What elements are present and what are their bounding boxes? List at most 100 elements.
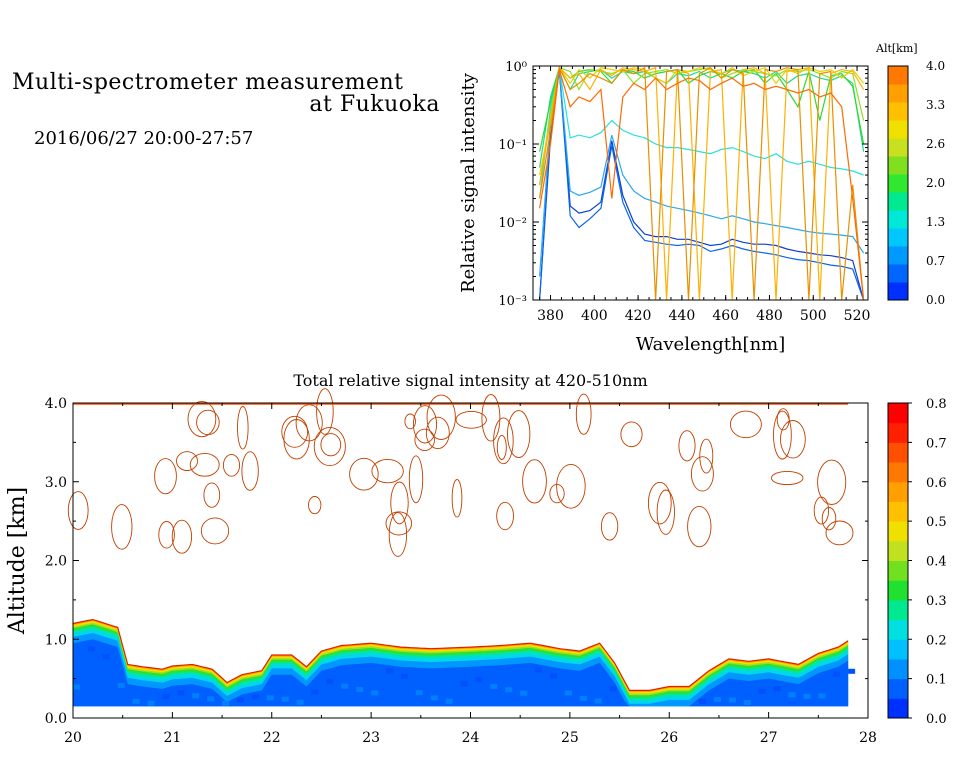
cloud-contour [241, 451, 259, 491]
colorbar-swatch [888, 639, 908, 660]
x-tick-label: 500 [800, 308, 827, 324]
y-tick-label: 10⁰ [505, 60, 527, 75]
x-tick-label: 26 [660, 730, 678, 746]
intensity-patch [475, 677, 483, 683]
intensity-patch [386, 668, 394, 674]
colorbar-swatch [888, 540, 908, 561]
intensity-patch [162, 694, 170, 700]
x-tick-label: 440 [669, 308, 696, 324]
colorbar-swatch [888, 580, 908, 601]
intensity-colorbar: 0.0 0.1 0.2 0.3 0.4 0.5 0.6 0.7 0.8 [887, 397, 947, 727]
intensity-patch [311, 689, 319, 695]
intensity-patch [251, 694, 259, 700]
date-range-label: 2016/06/27 20:00-27:57 [34, 128, 254, 149]
cloud-contour [817, 459, 847, 505]
colorbar-swatch [888, 228, 908, 247]
cloud-contour [773, 410, 792, 460]
cloud-contour [678, 430, 696, 462]
colorbar-swatch [888, 501, 908, 522]
intensity-patch [371, 690, 379, 696]
intensity-patch [773, 686, 781, 692]
y-tick-label: 3.0 [45, 475, 67, 491]
cloud-contour [647, 481, 672, 525]
y-tick-label: 10⁻¹ [498, 138, 527, 153]
spectrum-series-line [539, 69, 865, 300]
cloud-contour [320, 433, 342, 457]
colorbar-tick-label: 3.3 [926, 98, 945, 112]
colorbar-swatch [888, 403, 908, 424]
intensity-patch [460, 681, 468, 687]
cloud-contour [222, 453, 241, 477]
x-tick-label: 28 [859, 730, 877, 746]
cloud-contour [813, 496, 830, 525]
colorbar-swatch [888, 599, 908, 621]
intensity-patch [594, 698, 602, 704]
y-tick-label: 0.0 [45, 711, 67, 727]
colorbar-swatch [888, 560, 908, 581]
spectrum-series-line [539, 68, 865, 277]
x-tick-label: 21 [163, 730, 181, 746]
colorbar-swatch [888, 658, 908, 680]
x-tick-label: 25 [561, 730, 579, 746]
cloud-contour [425, 416, 450, 450]
intensity-patch [743, 700, 751, 706]
cloud-contour [493, 417, 514, 465]
intensity-patch [803, 693, 811, 699]
x-tick-label: 22 [263, 730, 281, 746]
colorbar-swatch [888, 120, 908, 139]
cloud-contour [575, 393, 592, 435]
boundary-layer-fill [73, 619, 856, 707]
intensity-patch [132, 698, 140, 704]
colorbar-swatch [888, 138, 908, 157]
intensity-patch [73, 684, 80, 690]
colorbar-swatch [888, 619, 908, 640]
colorbar-tick-label: 2.6 [926, 137, 945, 151]
colorbar-swatch [888, 282, 908, 301]
intensity-patch [341, 683, 349, 689]
intensity-patch [520, 690, 528, 696]
cloud-contour [203, 482, 221, 508]
cloud-contour [308, 496, 322, 515]
intensity-heatmap-chart: 20 21 22 23 24 25 26 27 28 0.0 1.0 2.0 3.0 4.0 Total r… [5, 371, 877, 746]
x-axis-label: Wavelength[nm] [636, 334, 786, 355]
intensity-patch [222, 700, 230, 706]
cloud-contour [388, 512, 408, 557]
boundary-layer-outline [72, 618, 849, 691]
cloud-contour [600, 512, 619, 541]
cloud-contour [414, 428, 435, 452]
colorbar-tick-label: 0.7 [926, 436, 947, 451]
colorbar-swatch [888, 462, 908, 483]
spectrum-series-line [539, 69, 865, 300]
x-tick-label: 380 [537, 308, 564, 324]
cloud-contour [313, 426, 346, 467]
intensity-patch [207, 696, 215, 702]
colorbar-title: Alt[km] [875, 42, 918, 55]
colorbar-tick-label: 0.1 [926, 673, 947, 688]
colorbar-tick-label: 0.0 [926, 712, 947, 727]
y-axis-label: Relative signal intensity [458, 72, 479, 293]
cloud-contour [507, 410, 531, 459]
y-tick-label: 2.0 [45, 554, 67, 570]
y-tick-label: 4.0 [45, 396, 67, 412]
intensity-patch [326, 679, 334, 685]
title-line-2: at Fukuoka [309, 92, 440, 117]
cloud-contour [620, 421, 643, 448]
y-tick-label: 10⁻² [498, 216, 527, 231]
intensity-patch [296, 699, 304, 705]
intensity-patch [87, 646, 95, 652]
intensity-patch [564, 690, 572, 696]
y-tick-label: 1.0 [45, 632, 67, 648]
cloud-contour [349, 457, 379, 491]
title-block: Multi-spectrometer measurement at Fukuok… [12, 72, 440, 116]
spectrum-plot-frame [532, 65, 869, 301]
colorbar-swatch [888, 481, 908, 502]
intensity-patch [266, 695, 274, 701]
cloud-contour [196, 409, 220, 436]
intensity-contour-band [73, 639, 849, 707]
colorbar-swatch [888, 246, 908, 265]
x-tick-label: 460 [712, 308, 739, 324]
spectrum-series-line [539, 66, 865, 152]
title-line-1: Multi-spectrometer measurement [12, 70, 404, 95]
cloud-contour [404, 413, 416, 430]
